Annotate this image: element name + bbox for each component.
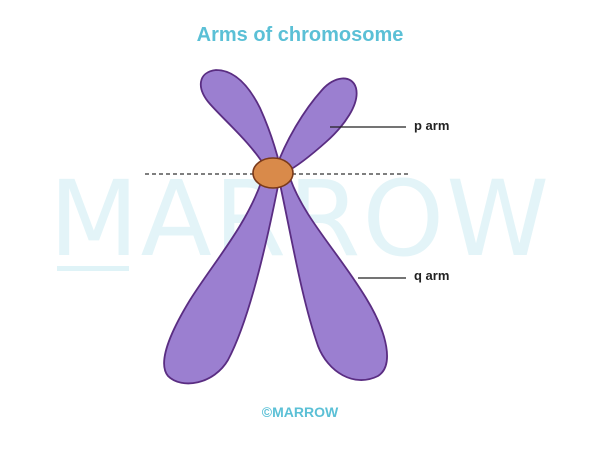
p-arm-label: p arm	[414, 118, 450, 133]
copyright-footer: ©MARROW	[261, 404, 339, 420]
lower-left-chromatid	[163, 178, 280, 385]
upper-left-chromatid	[200, 69, 282, 169]
diagram-title: Arms of chromosome	[196, 24, 404, 46]
q-arm-label: q arm	[414, 268, 450, 283]
watermark-underline	[57, 266, 129, 271]
centromere	[252, 157, 294, 189]
lower-right-chromatid	[278, 176, 388, 381]
upper-right-chromatid	[274, 77, 358, 173]
